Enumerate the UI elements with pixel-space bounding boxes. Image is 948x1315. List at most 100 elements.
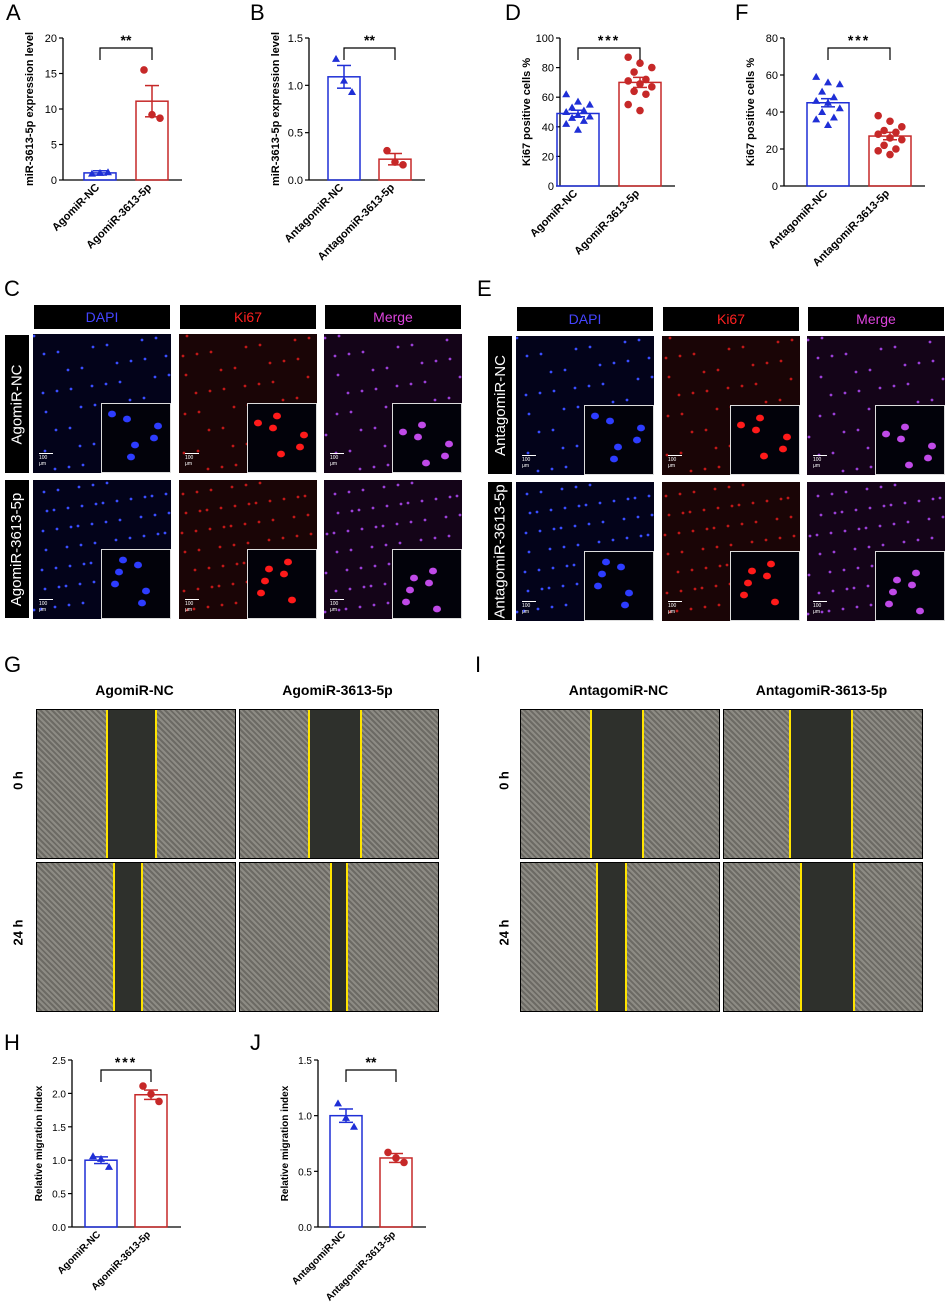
column-header: AgomiR-3613-5p (282, 682, 393, 698)
significance-label: *** (115, 1054, 137, 1070)
scale-bar: 100 μm (668, 455, 682, 469)
wound-image (239, 862, 439, 1012)
data-point (636, 80, 644, 88)
cell-nuclei (33, 334, 171, 471)
category-label: AgomiR-NC (528, 188, 580, 240)
y-tick-label: 0 (772, 181, 778, 193)
row-label: AgomiR-NC (5, 335, 29, 473)
bar (806, 102, 850, 187)
data-point (880, 141, 888, 150)
y-axis-label: Relative migration index (280, 1085, 291, 1201)
bar (379, 1157, 413, 1228)
y-tick-label: 15 (45, 69, 57, 81)
significance-bracket (345, 1069, 397, 1082)
bar (84, 1159, 118, 1228)
data-point (630, 68, 638, 76)
cell-nuclei (324, 481, 462, 614)
magnified-inset (584, 551, 654, 621)
data-point (886, 134, 894, 142)
chart-f: 0 20 40 60 80 Ki67 positive cells % AntagomiR-… (745, 32, 925, 269)
y-tick-label: 100 (536, 33, 554, 45)
inset-nuclei (399, 421, 453, 467)
data-point (886, 150, 894, 159)
y-tick-label: 40 (766, 107, 778, 119)
cell-nuclei (33, 481, 171, 612)
data-point (105, 1162, 113, 1170)
data-point (342, 1113, 350, 1121)
significance-label: ** (366, 1054, 377, 1070)
wound-edge-line (625, 863, 627, 1011)
data-point (630, 87, 638, 96)
data-point (562, 90, 571, 98)
scale-bar: 100 μm (813, 601, 827, 615)
inset-nuclei (737, 414, 791, 460)
data-point (812, 72, 821, 80)
data-point (835, 80, 844, 88)
data-point (334, 1099, 342, 1107)
y-tick-label: 1.5 (52, 1123, 66, 1134)
data-point (880, 126, 888, 135)
chart-a: 0 5 10 15 20 miR-3613-5p expression level Agom… (24, 32, 182, 251)
data-point (156, 114, 164, 123)
scratch-gap (591, 710, 643, 858)
wound-edge-line (642, 710, 644, 858)
scale-bar: 100 μm (522, 455, 536, 469)
panel-letter-f: F (735, 0, 749, 25)
data-point (348, 87, 356, 95)
category-label: AgomiR-NC (50, 182, 102, 234)
scale-bar: 100 μm (185, 453, 199, 467)
data-point (898, 135, 906, 144)
y-tick-label: 80 (542, 63, 554, 75)
magnified-inset (101, 403, 171, 473)
data-point (898, 123, 906, 131)
data-point (874, 147, 882, 155)
row-label: AntagomiR-NC (488, 336, 512, 474)
data-point (574, 125, 582, 133)
header-merge: Merge (325, 305, 461, 329)
data-point (391, 158, 399, 166)
data-point (812, 96, 821, 104)
scratch-gap (107, 710, 156, 858)
row-label: 24 h (496, 919, 512, 946)
wound-edge-line (789, 710, 791, 858)
scratch-gap (114, 863, 142, 1011)
bar (868, 135, 912, 187)
inset-nuclei (402, 567, 441, 613)
significance-bracket (99, 47, 153, 60)
data-point (568, 103, 577, 111)
y-tick-label: 0.0 (52, 1223, 66, 1234)
bar (618, 81, 662, 187)
y-tick-label: 60 (766, 70, 778, 82)
bar (327, 76, 361, 181)
wound-edge-line (590, 710, 592, 858)
micrograph: 100 μm (324, 480, 462, 619)
scale-bar: 100 μm (185, 599, 199, 613)
category-label: AgomiR-NC (56, 1229, 103, 1276)
data-point (585, 100, 594, 108)
data-point (818, 87, 827, 95)
y-tick-label: 20 (45, 33, 57, 45)
y-tick-label: 5 (51, 140, 57, 152)
wound-edge-line (308, 710, 310, 858)
y-axis-label: Ki67 positive cells % (521, 58, 533, 166)
wound-edge-line (155, 710, 157, 858)
inset-nuclei (885, 569, 924, 615)
data-point (636, 59, 644, 67)
data-point (97, 1154, 105, 1162)
y-tick-label: 0.5 (288, 128, 303, 140)
data-point (642, 90, 650, 99)
cell-nuclei (516, 483, 654, 614)
wound-edge-line (853, 863, 855, 1011)
y-tick-label: 1.5 (298, 1056, 312, 1067)
data-point (892, 145, 900, 153)
data-point (829, 93, 838, 101)
panel-letter-j: J (250, 1030, 261, 1055)
micrograph: 100 μm (33, 480, 171, 619)
cell-nuclei (807, 483, 945, 616)
data-point (636, 106, 644, 115)
data-point (89, 1152, 97, 1160)
panel-letter-b: B (250, 0, 265, 25)
category-label: AgomiR-3613-5p (572, 187, 642, 257)
wound-image (723, 862, 923, 1012)
y-tick-label: 40 (542, 122, 554, 134)
